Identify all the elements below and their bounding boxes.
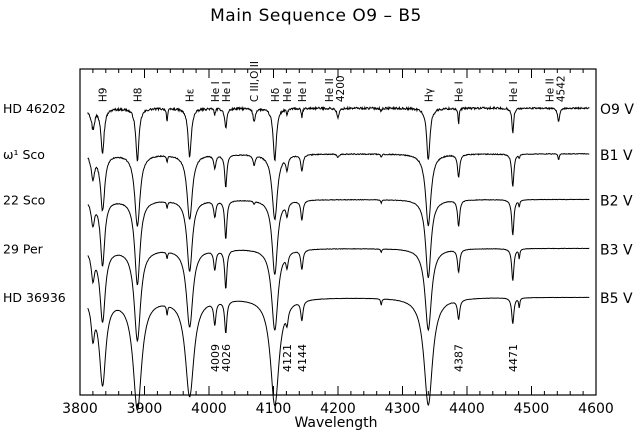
line-id-label: C III,O II xyxy=(249,61,261,102)
wavelength-label: 4026 xyxy=(220,344,233,372)
x-tick-label: 4300 xyxy=(385,401,421,417)
spectral-class-label: B2 V xyxy=(600,193,633,209)
star-name-label: 29 Per xyxy=(3,241,44,256)
star-name-label: HD 46202 xyxy=(3,101,66,116)
spectrum-line xyxy=(87,296,590,412)
wavelength-label: 4387 xyxy=(453,344,466,372)
x-tick-label: 4600 xyxy=(578,401,614,417)
x-tick-label: 4000 xyxy=(191,401,227,417)
x-tick-label: 3800 xyxy=(62,401,98,417)
wavelength-label: 4009 xyxy=(209,344,222,372)
x-tick-label: 4100 xyxy=(256,401,292,417)
x-axis-label: Wavelength xyxy=(294,415,377,431)
chart-title: Main Sequence O9 – B5 xyxy=(210,6,422,26)
x-axis-tick-labels: 3800 3900 4000 4100 4200 4300 4400 4500 4600 xyxy=(62,401,614,417)
star-name-label: ω¹ Sco xyxy=(3,147,45,162)
star-name-label: 22 Sco xyxy=(3,192,45,207)
spectrum-line xyxy=(87,247,590,343)
line-id-label: He I xyxy=(282,81,294,102)
line-id-label: 4542 xyxy=(556,75,568,102)
x-tick-label: 4500 xyxy=(514,401,550,417)
star-name-labels: HD 46202 ω¹ Sco 22 Sco 29 Per HD 36936 xyxy=(3,101,66,305)
line-id-label: Hδ xyxy=(270,88,282,102)
spectrum-line xyxy=(87,105,590,162)
line-id-label: He I xyxy=(210,81,222,102)
spectra-series xyxy=(87,105,590,412)
x-tick-label: 4400 xyxy=(449,401,485,417)
line-id-label: He I xyxy=(508,81,520,102)
line-id-label: 4200 xyxy=(335,75,347,102)
spectral-class-label: B3 V xyxy=(600,242,633,258)
x-axis-ticks xyxy=(79,69,597,395)
spectral-class-label: B1 V xyxy=(600,148,633,164)
line-id-label: He II xyxy=(324,78,336,102)
line-id-label: He I xyxy=(221,81,233,102)
x-tick-label: 3900 xyxy=(127,401,163,417)
spectrum-line xyxy=(87,152,590,227)
wavelength-label: 4121 xyxy=(281,344,294,372)
wavelength-label: 4144 xyxy=(296,344,309,372)
x-tick-label: 4200 xyxy=(320,401,356,417)
line-id-label: Hγ xyxy=(423,88,435,102)
spectral-class-label: O9 V xyxy=(600,102,634,118)
line-id-label: H8 xyxy=(132,88,144,103)
spectral-class-label: B5 V xyxy=(600,291,633,307)
line-id-label: He I xyxy=(297,81,309,102)
line-id-label: H9 xyxy=(98,88,110,103)
line-id-label: Hε xyxy=(185,89,197,103)
line-id-label: He I xyxy=(454,81,466,102)
line-id-label: He II xyxy=(545,78,557,102)
star-name-label: HD 36936 xyxy=(3,290,66,305)
wavelength-label: 4471 xyxy=(507,344,520,372)
spectrum-line xyxy=(87,198,590,286)
spectral-class-labels: O9 V B1 V B2 V B3 V B5 V xyxy=(600,102,634,307)
